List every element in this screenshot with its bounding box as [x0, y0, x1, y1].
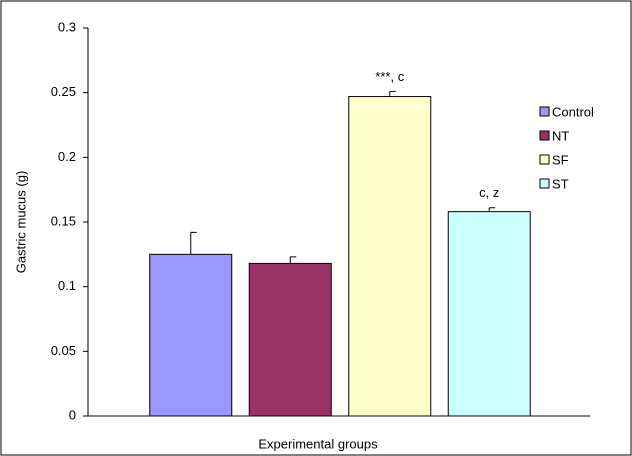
legend-label: ST: [552, 176, 569, 191]
legend-label: NT: [552, 128, 569, 143]
y-tick-label: 0.15: [51, 213, 76, 228]
annotation: ***, c: [375, 69, 404, 84]
bar: [447, 211, 531, 417]
legend-label: Control: [552, 104, 594, 119]
bar: [149, 253, 233, 417]
annotation: c, z: [479, 185, 499, 200]
legend-swatch: [539, 130, 550, 141]
y-tick-label: 0.1: [58, 278, 76, 293]
bar: [348, 96, 432, 417]
legend-swatch: [539, 178, 550, 189]
legend-swatch: [539, 106, 550, 117]
bar: [248, 262, 332, 417]
error-bar: [389, 90, 396, 97]
y-tick-label: 0.2: [58, 149, 76, 164]
y-axis-title: Gastric mucus (g): [13, 171, 28, 274]
error-bar: [289, 256, 297, 264]
y-tick-label: 0: [69, 407, 76, 422]
legend-label: SF: [552, 152, 569, 167]
error-bar: [190, 231, 197, 255]
y-tick-label: 0.3: [58, 19, 76, 34]
error-bar: [488, 207, 496, 212]
x-axis-title: Experimental groups: [258, 436, 378, 451]
legend-swatch: [539, 154, 550, 165]
y-tick-label: 0.05: [51, 343, 76, 358]
y-tick-label: 0.25: [51, 84, 76, 99]
